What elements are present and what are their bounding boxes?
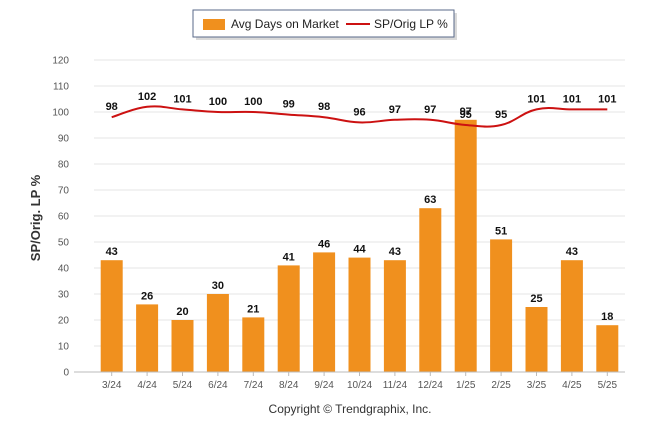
bar-value-label: 97 [460,106,472,118]
bar-4-25 [560,260,583,372]
x-tick-label: 9/24 [314,380,334,391]
line-value-label: 95 [495,109,507,121]
y-tick-label: 40 [58,264,70,275]
sp-orig-line [111,105,608,128]
data-labels: 43 26 20 30 21 41 46 44 43 63 97 51 25 43 18 98 102 101 10… [106,91,617,323]
x-tick-label: 3/24 [102,380,122,391]
y-tick-label: 0 [63,368,69,379]
x-tick-label: 11/24 [383,380,408,391]
x-tick-label: 4/25 [562,380,582,391]
line-value-label: 101 [563,93,581,105]
legend-swatch-avg-days [203,19,225,30]
bar-value-label: 21 [247,303,259,315]
bar-6-24 [206,294,229,372]
bar-10-24 [348,257,371,372]
y-axis-title: SP/Orig. LP % [28,174,43,261]
x-tick-label: 12/24 [418,380,443,391]
y-tick-label: 10 [58,342,70,353]
line-value-label: 96 [353,106,365,118]
bar-value-label: 20 [176,306,188,318]
line-value-label: 95 [460,109,472,121]
x-tick-label: 2/25 [491,380,511,391]
bar-4-24 [136,304,159,372]
x-tick-label: 7/24 [244,380,264,391]
y-tick-label: 120 [52,56,69,67]
bar-value-label: 63 [424,194,436,206]
line-value-label: 101 [173,93,191,105]
bar-5-24 [171,320,194,372]
x-tick-label: 6/24 [208,380,228,391]
bar-value-label: 41 [283,251,295,263]
line-value-label: 99 [283,99,295,111]
line-series [111,105,608,128]
bar-1-25 [454,119,477,372]
bar-3-25 [525,307,548,372]
bar-2-25 [490,239,513,372]
line-value-label: 100 [244,96,262,108]
bar-9-24 [313,252,336,372]
y-tick-label: 110 [53,82,69,93]
y-tick-label: 90 [58,134,70,145]
bar-7-24 [242,317,265,372]
x-tick-label: 5/24 [173,380,193,391]
x-tick-label: 3/25 [527,380,547,391]
x-tick-label: 8/24 [279,380,299,391]
bar-value-label: 43 [389,246,401,258]
bar-value-label: 46 [318,238,330,250]
bar-8-24 [277,265,300,372]
legend: Avg Days on Market SP/Orig LP % [192,9,457,40]
line-value-label: 97 [424,104,436,116]
axes: 0 10 20 30 40 50 60 70 80 90 100 110 120 3/24 4/24 5/24… [52,56,625,391]
legend-label-sp-orig: SP/Orig LP % [374,17,448,31]
bar-value-label: 25 [530,293,542,305]
line-value-label: 101 [527,93,545,105]
bar-value-label: 30 [212,280,224,292]
y-tick-label: 70 [58,186,70,197]
y-tick-label: 80 [58,160,70,171]
bar-5-25 [596,325,619,372]
x-tick-label: 4/24 [137,380,157,391]
bar-value-label: 43 [566,246,578,258]
line-value-label: 98 [106,101,118,113]
y-tick-label: 100 [52,108,69,119]
y-tick-label: 60 [58,212,70,223]
y-tick-label: 30 [58,290,70,301]
bar-value-label: 51 [495,225,507,237]
bar-11-24 [383,260,406,372]
x-tick-label: 10/24 [347,380,372,391]
line-value-label: 97 [389,104,401,116]
line-value-label: 102 [138,91,156,103]
line-value-label: 98 [318,101,330,113]
bar-value-label: 18 [601,311,613,323]
bar-value-label: 43 [106,246,118,258]
copyright-text: Copyright © Trendgraphix, Inc. [269,402,432,416]
y-tick-label: 20 [58,316,70,327]
legend-box [192,9,455,38]
bar-value-label: 44 [353,244,366,256]
bar-3-24 [100,260,123,372]
x-tick-label: 1/25 [456,380,476,391]
bar-value-label: 26 [141,290,153,302]
bar-12-24 [419,208,442,372]
y-tick-label: 50 [58,238,70,249]
line-value-label: 101 [598,93,616,105]
x-tick-label: 5/25 [598,380,618,391]
line-value-label: 100 [209,96,227,108]
legend-label-avg-days: Avg Days on Market [231,17,339,31]
bars [100,119,619,372]
